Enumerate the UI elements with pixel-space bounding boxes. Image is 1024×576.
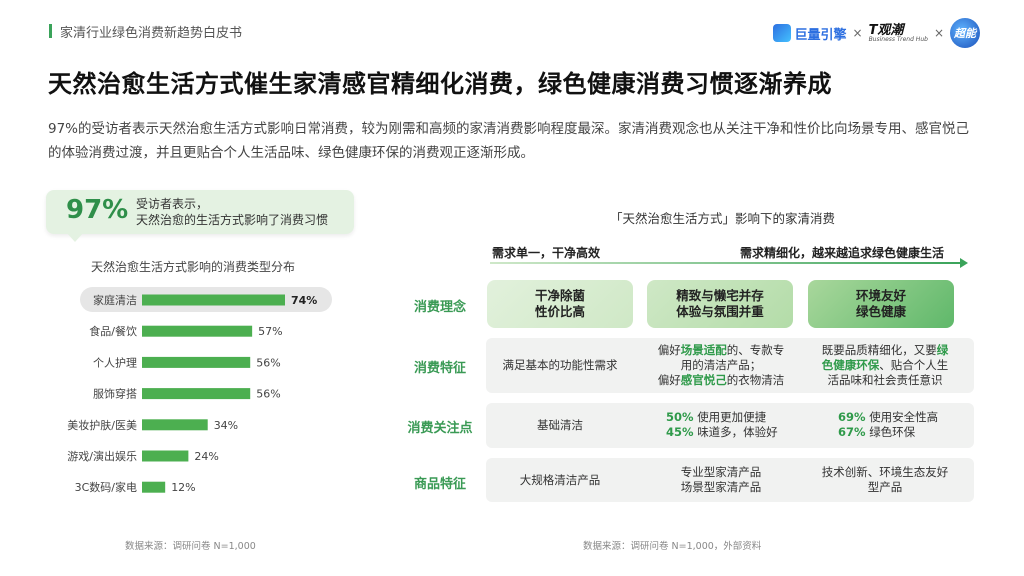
value-label: 74%	[291, 294, 317, 307]
table-title: 「天然治愈生活方式」影响下的家清消费	[610, 211, 836, 226]
category-label: 游戏/演出娱乐	[67, 449, 137, 463]
section-marker	[49, 24, 52, 38]
trend-start: 需求单一，干净高效	[492, 246, 601, 260]
juliang-logo-mark	[773, 24, 792, 42]
category-label: 3C数码/家电	[75, 480, 137, 494]
chart-title: 天然治愈生活方式影响的消费类型分布	[91, 260, 296, 274]
partner-logos: 巨量引擎 × T观潮 Business Trend Hub × 超能	[773, 18, 980, 48]
bar	[142, 450, 189, 462]
bar	[142, 481, 166, 493]
bar	[142, 325, 253, 337]
row-label-feature: 消费特征	[413, 361, 466, 376]
row-label-product: 商品特征	[413, 477, 466, 492]
tguanchao-logo: T观潮 Business Trend Hub	[868, 22, 928, 43]
product-cell: 专业型家清产品 场景型家清产品	[680, 465, 762, 494]
product-cell: 大规格清洁产品	[519, 473, 601, 487]
row-label-focus: 消费关注点	[407, 421, 473, 436]
trend-arrow-head	[960, 258, 968, 268]
category-label: 食品/餐饮	[89, 324, 137, 338]
value-label: 34%	[214, 419, 238, 432]
page-title: 天然治愈生活方式催生家清感官精细化消费，绿色健康消费习惯逐渐养成	[48, 70, 832, 98]
focus-cell: 50% 使用更加便捷 45% 味道多，体验好	[666, 410, 778, 439]
callout-percent: 97%	[66, 195, 129, 225]
source-note-left: 数据来源：调研问卷 N=1,000	[125, 541, 256, 552]
bar	[142, 388, 251, 400]
callout-tail	[66, 232, 84, 242]
stat-callout: 97% 受访者表示， 天然治愈的生活方式影响了消费习惯	[46, 190, 354, 234]
bar	[142, 356, 251, 368]
feature-cell: 偏好场景适配的、专款专 用的清洁产品； 偏好感官悦己的衣物清洁	[657, 343, 785, 387]
focus-cell: 基础清洁	[537, 418, 583, 432]
times-sign: ×	[933, 26, 944, 40]
juliang-logo: 巨量引擎	[773, 24, 847, 43]
concept-pill: 环境友好 绿色健康	[808, 280, 954, 328]
trend-arrow	[490, 262, 962, 264]
value-label: 56%	[256, 388, 280, 401]
concept-pill: 精致与懒宅并存 体验与氛围并重	[647, 280, 793, 328]
value-label: 56%	[256, 356, 280, 369]
value-label: 12%	[171, 481, 195, 494]
callout-text: 受访者表示， 天然治愈的生活方式影响了消费习惯	[136, 197, 329, 227]
table-row-focus	[486, 403, 974, 448]
value-label: 24%	[194, 450, 218, 463]
product-cell: 技术创新、环境生态友好 型产品	[821, 465, 949, 494]
value-label: 57%	[258, 325, 282, 338]
feature-cell: 既要品质精细化，又要绿 色健康环保、贴合个人生 活品味和社会责任意识	[821, 343, 949, 387]
bar-chart: 家庭清洁 74% 食品/餐饮 57% 个人护理 56% 服饰穿搭 56% 美妆护肤/医美 34% 游…	[67, 293, 317, 494]
category-label: 服饰穿搭	[93, 387, 137, 401]
category-label: 美妆护肤/医美	[67, 418, 137, 432]
bar	[142, 419, 208, 431]
chaoneng-logo: 超能	[950, 18, 980, 48]
table-row-product	[486, 458, 974, 502]
table-row-feature	[486, 338, 974, 393]
category-label: 个人护理	[93, 355, 137, 369]
trend-end: 需求精细化，越来越追求绿色健康生活	[740, 246, 945, 260]
feature-cell: 满足基本的功能性需求	[502, 358, 618, 372]
category-label: 家庭清洁	[93, 293, 137, 307]
times-sign: ×	[852, 26, 863, 40]
row-label-concept: 消费理念	[413, 300, 466, 315]
section-title: 家清行业绿色消费新趋势白皮书	[60, 26, 243, 41]
focus-cell: 69% 使用安全性高 67% 绿色环保	[838, 410, 939, 439]
bar	[142, 294, 285, 306]
concept-pill: 干净除菌 性价比高	[487, 280, 633, 328]
page-description: 97%的受访者表示天然治愈生活方式影响日常消费，较为刚需和高频的家清消费影响程度…	[48, 121, 970, 161]
source-note-right: 数据来源：调研问卷 N=1,000，外部资料	[583, 541, 762, 552]
